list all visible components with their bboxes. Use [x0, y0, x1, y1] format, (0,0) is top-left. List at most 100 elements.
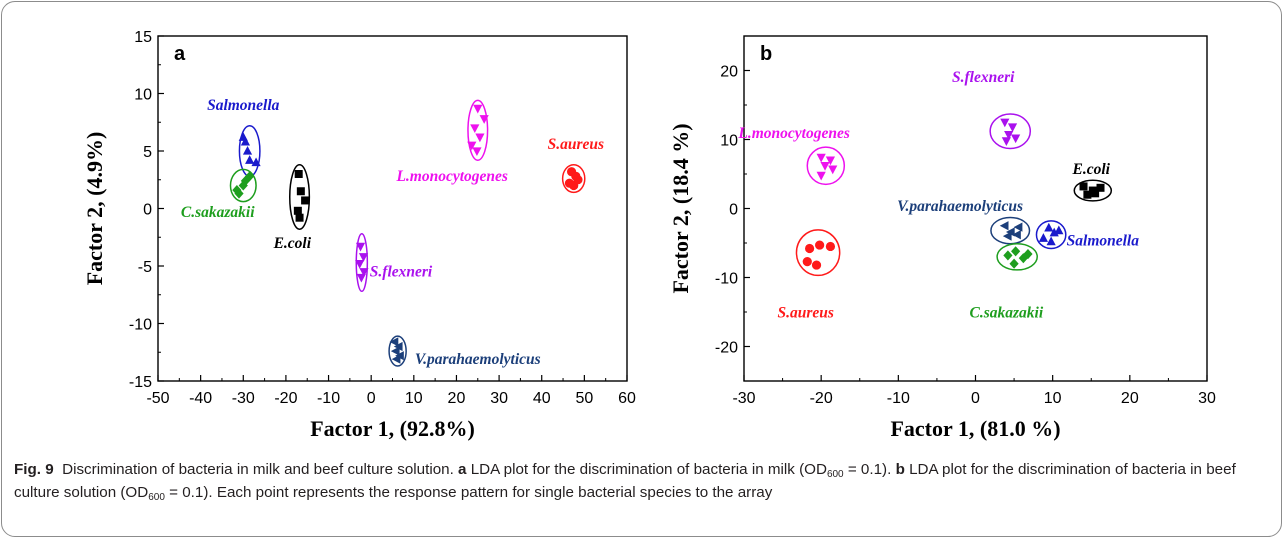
cluster-ellipse-c-sakazakii [229, 168, 257, 203]
cluster-ellipse-s-flexneri [355, 233, 369, 293]
y-tick-label-a: 0 [143, 202, 152, 219]
panel-a: -50 -40 -30 -20 -10 0 10 20 30 40 50 60-15-10-50510… [82, 29, 636, 441]
series-label-s-flexneri: S.flexneri [370, 264, 433, 281]
data-point-l-monocytogenes [816, 153, 826, 163]
data-point-e-coli [1083, 190, 1092, 199]
series-s-flexneri-b: S.flexneri [952, 69, 1032, 150]
data-point-l-monocytogenes [470, 124, 480, 134]
x-tick-label-a: 10 [405, 390, 423, 407]
series-label-salmonella: Salmonella [207, 97, 280, 114]
caption-subscript-1: 600 [826, 469, 844, 480]
y-tick-label-a: 10 [134, 87, 152, 104]
series-salmonella-a: Salmonella [207, 97, 280, 178]
series-label-c-sakazakii: C.sakazakii [181, 204, 255, 221]
x-tick-label-a: -50 [146, 390, 169, 407]
data-point-s-aureus [825, 241, 836, 252]
series-v-parahaemolyticus-b: V.parahaemolyticus [897, 198, 1031, 245]
series-label-s-aureus: S.aureus [548, 136, 604, 153]
data-point-v-parahaemolyticus [390, 346, 400, 356]
data-point-s-flexneri [356, 273, 366, 283]
data-point-e-coli [1096, 183, 1105, 192]
cluster-ellipse-c-sakazakii [996, 242, 1038, 271]
series-l-monocytogenes-a: L.monocytogenes [395, 99, 508, 185]
data-point-v-parahaemolyticus [1012, 230, 1021, 240]
data-point-s-flexneri [1011, 134, 1021, 144]
x-tick-label-b: 10 [1044, 390, 1062, 407]
x-tick-label-a: 60 [618, 390, 636, 407]
x-tick-label-b: -10 [887, 390, 910, 407]
y-tick-label-b: 10 [720, 133, 738, 150]
y-tick-label-b: 0 [729, 202, 738, 219]
data-point-salmonella [242, 145, 253, 155]
y-axis-label-a: Factor 2, (4.9%) [82, 132, 107, 286]
caption-panel-a-label: a [458, 461, 467, 478]
x-tick-label-a: 40 [533, 390, 551, 407]
data-point-e-coli [301, 196, 310, 205]
x-tick-label-a: 20 [448, 390, 466, 407]
data-point-salmonella [240, 136, 251, 146]
cluster-ellipse-l-monocytogenes [467, 99, 489, 161]
cluster-ellipse-salmonella [1035, 220, 1067, 250]
data-point-l-monocytogenes [816, 171, 826, 181]
data-point-e-coli [1091, 189, 1100, 198]
series-label-s-aureus: S.aureus [778, 304, 834, 321]
series-label-l-monocytogenes: L.monocytogenes [395, 168, 508, 185]
data-point-s-aureus [802, 257, 812, 267]
data-point-salmonella [1038, 233, 1049, 242]
series-label-salmonella: Salmonella [1067, 233, 1140, 250]
x-tick-label-a: -30 [232, 390, 255, 407]
data-point-s-flexneri [1001, 137, 1011, 146]
y-tick-label-a: -15 [129, 374, 152, 391]
x-tick-label-b: 30 [1198, 390, 1216, 407]
panel-label-a: a [174, 43, 186, 65]
data-point-e-coli [295, 213, 304, 222]
caption-panel-b-label: b [895, 461, 905, 478]
data-point-l-monocytogenes [479, 115, 489, 124]
series-label-v-parahaemolyticus: V.parahaemolyticus [897, 198, 1023, 215]
cluster-ellipse-e-coli [1073, 179, 1113, 202]
data-point-l-monocytogenes [825, 156, 836, 166]
data-point-s-flexneri [1000, 118, 1010, 128]
data-point-v-parahaemolyticus [1005, 227, 1015, 237]
data-point-s-aureus [811, 260, 822, 270]
data-point-e-coli [293, 206, 302, 215]
x-axis-label-b: Factor 1, (81.0 %) [890, 416, 1060, 441]
series-e-coli-a: E.coli [273, 164, 312, 252]
x-tick-label-b: 0 [971, 390, 980, 407]
data-point-s-flexneri [355, 242, 366, 252]
series-s-aureus-b: S.aureus [778, 229, 841, 321]
series-salmonella-b: Salmonella [1035, 220, 1140, 250]
caption-text-3: = 0.1). [843, 461, 892, 478]
data-point-e-coli [296, 187, 305, 196]
y-tick-label-a: 15 [134, 29, 152, 46]
y-tick-label-a: -10 [129, 317, 152, 334]
data-point-c-sakazakii [245, 171, 255, 182]
series-c-sakazakii-a: C.sakazakii [181, 168, 257, 221]
y-tick-label-b: 20 [720, 64, 738, 81]
x-tick-label-b: -20 [810, 390, 833, 407]
series-label-e-coli: E.coli [1072, 161, 1111, 178]
series-e-coli-b: E.coli [1072, 161, 1113, 202]
caption-text-1: Discrimination of bacteria in milk and b… [62, 461, 454, 478]
caption-text-2: LDA plot for the discrimination of bacte… [470, 461, 827, 478]
x-tick-label-a: 0 [367, 390, 376, 407]
data-point-salmonella [1054, 225, 1064, 235]
data-point-s-flexneri [359, 268, 369, 277]
lda-plots: -50 -40 -30 -20 -10 0 10 20 30 40 50 60-15-10-50510… [82, 29, 1216, 441]
cluster-ellipse-e-coli [288, 164, 311, 230]
data-point-s-flexneri [1004, 130, 1014, 140]
data-point-c-sakazakii [1011, 246, 1021, 257]
series-l-monocytogenes-b: L.monocytogenes [737, 125, 850, 186]
series-s-aureus-a: S.aureus [548, 136, 604, 194]
data-point-c-sakazakii [1023, 248, 1033, 260]
data-point-c-sakazakii [1003, 250, 1013, 261]
data-point-l-monocytogenes [828, 165, 838, 175]
series-label-c-sakazakii: C.sakazakii [970, 304, 1044, 321]
data-point-salmonella [1046, 236, 1056, 246]
series-label-l-monocytogenes: L.monocytogenes [737, 125, 850, 142]
data-point-e-coli [1079, 182, 1088, 191]
y-axis-label-b: Factor 2, (18.4 %) [668, 123, 693, 293]
x-tick-label-a: 50 [575, 390, 593, 407]
cluster-ellipse-s-aureus [561, 164, 586, 194]
